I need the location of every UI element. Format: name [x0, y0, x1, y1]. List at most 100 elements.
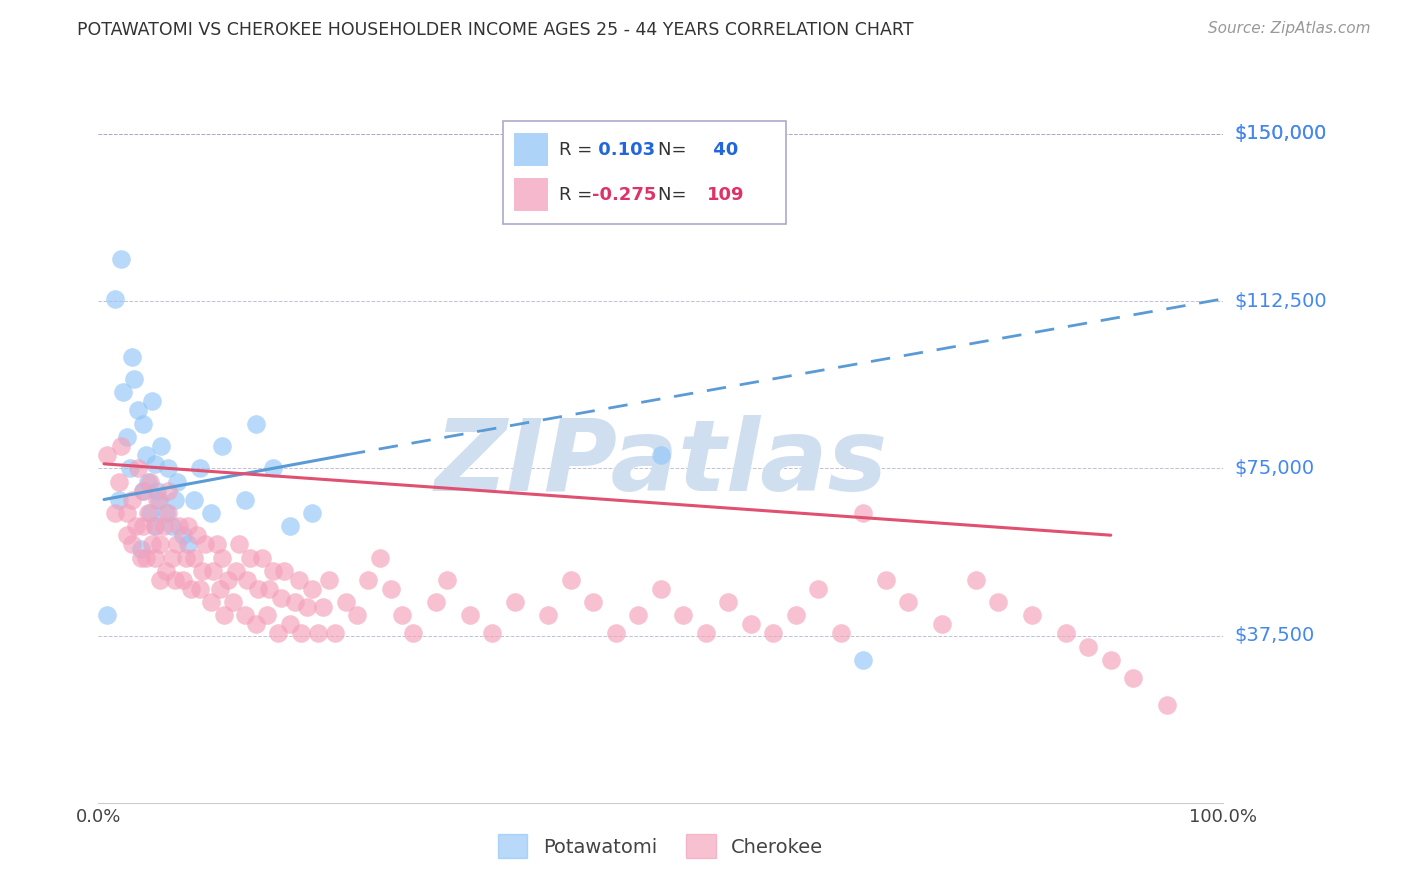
Point: [172, 573, 194, 587]
Text: 0.103: 0.103: [592, 141, 655, 159]
Point: [166, 537, 188, 551]
Point: [166, 475, 188, 489]
Point: [740, 617, 762, 632]
Point: [136, 506, 159, 520]
Point: [115, 430, 138, 444]
Point: [155, 564, 177, 578]
Point: [155, 506, 177, 520]
Point: [157, 483, 180, 498]
Point: [987, 595, 1010, 609]
Point: [146, 483, 169, 498]
Point: [481, 626, 503, 640]
Legend: Potawatomi, Cherokee: Potawatomi, Cherokee: [498, 834, 824, 858]
Point: [672, 608, 695, 623]
Point: [250, 550, 273, 565]
Text: $112,500: $112,500: [1234, 292, 1327, 310]
Point: [560, 573, 582, 587]
Point: [112, 385, 135, 400]
Point: [118, 461, 141, 475]
Point: [582, 595, 605, 609]
Point: [200, 506, 222, 520]
Point: [205, 537, 228, 551]
Text: Source: ZipAtlas.com: Source: ZipAtlas.com: [1208, 21, 1371, 36]
Point: [301, 506, 323, 520]
Point: [368, 550, 391, 565]
Point: [295, 599, 318, 614]
Point: [177, 537, 200, 551]
Point: [335, 595, 357, 609]
Point: [143, 550, 166, 565]
Point: [537, 608, 560, 623]
Point: [214, 608, 236, 623]
Point: [107, 475, 129, 489]
Point: [875, 573, 897, 587]
Text: $150,000: $150,000: [1234, 124, 1327, 144]
Point: [245, 617, 267, 632]
Point: [96, 608, 118, 623]
Text: 109: 109: [707, 186, 744, 204]
Point: [402, 626, 425, 640]
Point: [245, 417, 267, 431]
Point: [650, 582, 672, 596]
Point: [129, 550, 152, 565]
Point: [256, 608, 278, 623]
Point: [150, 439, 173, 453]
Text: $75,000: $75,000: [1234, 458, 1315, 478]
Point: [318, 573, 340, 587]
Point: [425, 595, 447, 609]
Point: [270, 591, 292, 605]
Text: $150,000: $150,000: [1234, 124, 1327, 144]
Point: [380, 582, 402, 596]
Point: [121, 492, 143, 507]
Point: [132, 483, 155, 498]
Point: [278, 617, 301, 632]
Point: [127, 461, 149, 475]
Point: [211, 550, 233, 565]
Point: [135, 448, 157, 462]
Point: [172, 528, 194, 542]
Text: ZIPatlas: ZIPatlas: [434, 415, 887, 512]
Point: [1077, 640, 1099, 654]
Point: [146, 492, 169, 507]
Point: [225, 564, 247, 578]
Point: [830, 626, 852, 640]
Point: [127, 403, 149, 417]
Point: [143, 519, 166, 533]
Point: [211, 439, 233, 453]
Text: R =: R =: [560, 141, 599, 159]
Point: [135, 550, 157, 565]
Point: [186, 528, 208, 542]
Text: R =: R =: [560, 186, 599, 204]
Point: [124, 372, 146, 386]
Point: [233, 608, 256, 623]
Point: [965, 573, 987, 587]
Point: [121, 350, 143, 364]
Point: [110, 439, 132, 453]
Point: [228, 537, 250, 551]
Point: [236, 573, 259, 587]
Point: [143, 457, 166, 471]
Point: [132, 417, 155, 431]
Point: [139, 506, 162, 520]
Point: [627, 608, 650, 623]
Point: [157, 461, 180, 475]
Point: [183, 492, 205, 507]
Point: [436, 573, 458, 587]
Point: [357, 573, 380, 587]
Text: -0.275: -0.275: [592, 186, 657, 204]
Point: [136, 475, 159, 489]
Point: [852, 506, 875, 520]
Text: N=: N=: [658, 186, 693, 204]
Point: [129, 541, 152, 556]
Point: [273, 564, 295, 578]
Point: [110, 252, 132, 266]
Point: [152, 519, 174, 533]
Point: [307, 626, 329, 640]
Point: [115, 528, 138, 542]
Point: [200, 595, 222, 609]
Point: [785, 608, 807, 623]
Point: [222, 595, 245, 609]
Point: [163, 573, 186, 587]
Point: [174, 550, 197, 565]
Point: [115, 506, 138, 520]
